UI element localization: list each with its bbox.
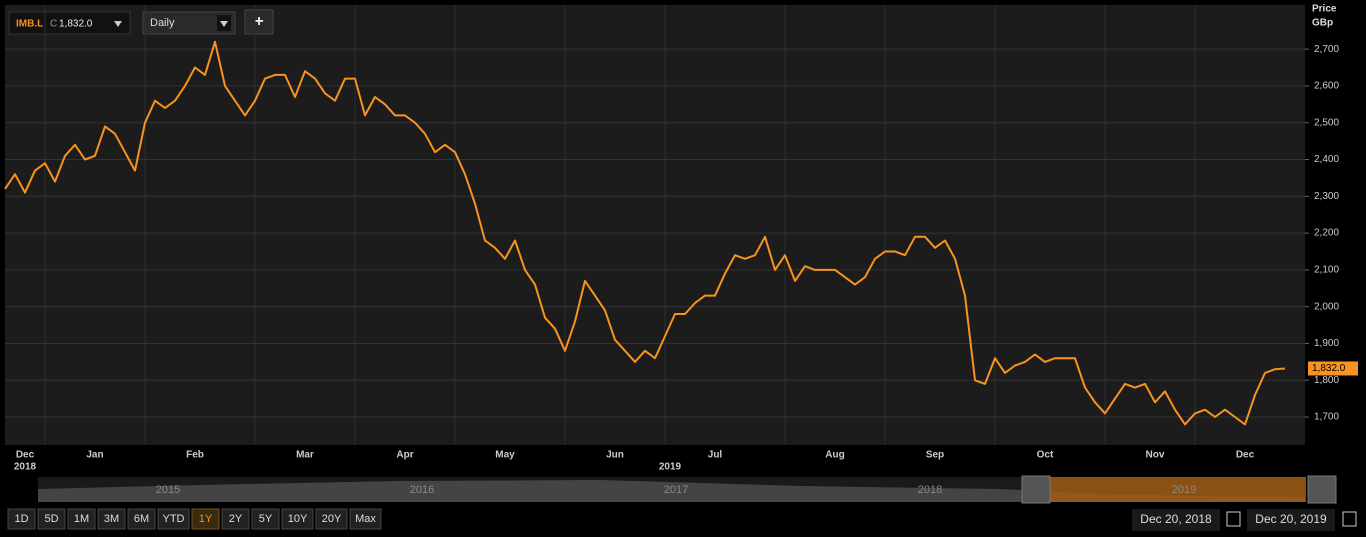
x-tick-label: Apr <box>396 450 413 461</box>
dropdown-arrow <box>220 21 228 27</box>
calendar-icon[interactable] <box>1342 511 1357 527</box>
last-price-tag <box>1308 361 1358 376</box>
y-tick-label: 2,500 <box>1314 117 1339 128</box>
range-button[interactable] <box>7 508 36 530</box>
x-tick-label: Mar <box>296 450 314 461</box>
x-tick-label: Dec <box>1236 450 1255 461</box>
range-button-label: 5Y <box>259 513 273 525</box>
range-button-label: 2Y <box>229 513 243 525</box>
dropdown-arrow <box>114 21 122 27</box>
price: 1,832.0 <box>59 19 93 30</box>
y-tick-label: 1,700 <box>1314 412 1339 423</box>
range-button-label: 1D <box>14 513 28 525</box>
x-tick-label: Aug <box>825 450 844 461</box>
interval: Daily <box>150 17 175 29</box>
y-tick-label: 2,100 <box>1314 265 1339 276</box>
y-tick-label: 2,700 <box>1314 44 1339 55</box>
symbol-box[interactable] <box>8 11 131 35</box>
y-tick-label: 2,000 <box>1314 301 1339 312</box>
calendar-icon[interactable] <box>1226 511 1241 527</box>
navigator-year: 2015 <box>156 484 180 496</box>
range-button[interactable] <box>221 508 250 530</box>
x-tick-label: Feb <box>186 450 204 461</box>
date-to-box[interactable] <box>1247 509 1335 531</box>
y-tick-label: 2,300 <box>1314 191 1339 202</box>
range-button-label: 10Y <box>288 513 308 525</box>
navigator-year: 2017 <box>664 484 688 496</box>
range-button[interactable] <box>37 508 66 530</box>
range-button[interactable] <box>127 508 156 530</box>
range-button[interactable] <box>349 508 382 530</box>
x-tick-label: Nov <box>1146 450 1165 461</box>
x-tick-label: May <box>495 450 515 461</box>
x-tick-label: Sep <box>926 450 944 461</box>
range-button-label: 5D <box>44 513 58 525</box>
last-price-label: 1,832.0 <box>1312 363 1346 374</box>
x-tick-label: Oct <box>1037 450 1054 461</box>
x-tick-label: Jul <box>708 450 723 461</box>
add-icon: + <box>254 13 263 30</box>
range-button[interactable] <box>97 508 126 530</box>
range-button-label: Max <box>355 513 376 525</box>
interval-box[interactable] <box>142 11 236 35</box>
range-button-label: 20Y <box>322 513 342 525</box>
y-axis-label: Price <box>1312 4 1337 15</box>
range-button[interactable] <box>67 508 96 530</box>
y-tick-label: 1,900 <box>1314 338 1339 349</box>
navigator-selection[interactable] <box>1050 477 1306 502</box>
range-button[interactable] <box>281 508 314 530</box>
range-button-label: 1M <box>74 513 89 525</box>
range-button-label: 1Y <box>199 513 213 525</box>
y-tick-label: 2,600 <box>1314 81 1339 92</box>
y-axis-unit: GBp <box>1312 18 1333 29</box>
range-button[interactable] <box>251 508 280 530</box>
add-button[interactable] <box>244 9 274 35</box>
navigator-handle[interactable] <box>1021 475 1051 504</box>
date-from: Dec 20, 2018 <box>1140 512 1212 526</box>
x-tick-label: Jan <box>86 450 103 461</box>
date-from-box[interactable] <box>1132 509 1220 531</box>
navigator-year: 2016 <box>410 484 434 496</box>
range-button[interactable] <box>191 508 220 530</box>
price-line <box>4 40 1286 426</box>
navigator-year: 2019 <box>1172 484 1196 496</box>
navigator-year: 2018 <box>918 484 942 496</box>
navigator-handle[interactable] <box>1307 475 1337 504</box>
y-tick-label: 2,200 <box>1314 228 1339 239</box>
date-to: Dec 20, 2019 <box>1255 512 1327 526</box>
x-tick-label: Jun <box>606 450 624 461</box>
x-tick-label: Dec <box>16 450 35 461</box>
y-tick-label: 1,800 <box>1314 375 1339 386</box>
range-button-label: YTD <box>163 513 185 525</box>
range-button-label: 3M <box>104 513 119 525</box>
symbol: IMB.L <box>16 19 43 30</box>
range-button[interactable] <box>157 508 190 530</box>
year-label: 2019 <box>659 462 682 473</box>
price-type: C <box>50 19 57 30</box>
y-tick-label: 2,400 <box>1314 154 1339 165</box>
plot-area <box>5 5 1305 445</box>
range-button-label: 6M <box>134 513 149 525</box>
plot-layer: 1,700 1,800 1,900 2,000 2,100 2,200 2,300 2,400… <box>4 5 1358 473</box>
year-label: 2018 <box>14 462 37 473</box>
navigator-area <box>38 480 1305 502</box>
range-button[interactable] <box>315 508 348 530</box>
